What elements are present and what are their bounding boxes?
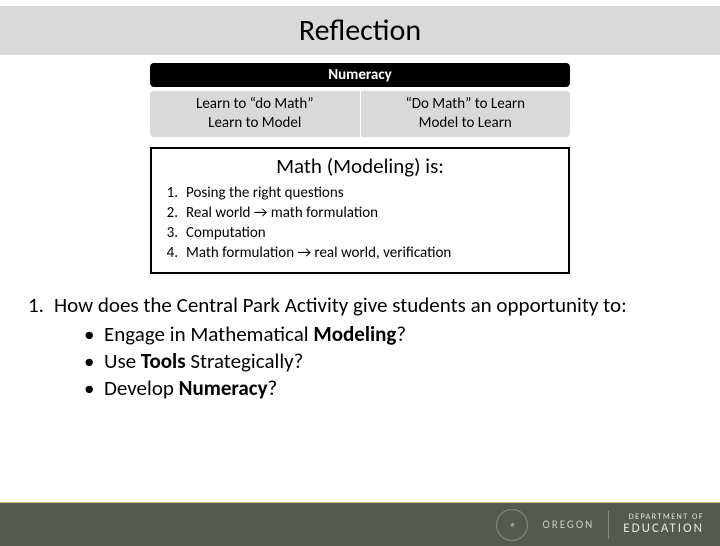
footer-state: OREGON (542, 518, 594, 531)
bullet-item: •Use Tools Strategically? (84, 348, 692, 375)
seal-icon: ★ (496, 509, 528, 541)
footer: ★ OREGON DEPARTMENT OF EDUCATION (0, 502, 720, 546)
question-block: 1. How does the Central Park Activity gi… (28, 292, 692, 403)
bullet-text: Engage in Mathematical Modeling? (104, 321, 406, 348)
bullet-item: •Develop Numeracy? (84, 375, 692, 402)
list-item: 1.Posing the right questions (162, 183, 558, 203)
left-line2: Learn to Model (156, 114, 354, 133)
footer-dept: DEPARTMENT OF EDUCATION (623, 513, 704, 536)
list-item: 3.Computation (162, 223, 558, 243)
modeling-heading: Math (Modeling) is: (162, 153, 558, 179)
bullet-text: Use Tools Strategically? (104, 348, 303, 375)
page-title: Reflection (0, 12, 720, 49)
list-item: 2.Real world → math formulation (162, 203, 558, 223)
modeling-list: 1.Posing the right questions 2.Real worl… (162, 183, 558, 264)
question-stem: How does the Central Park Activity give … (54, 292, 692, 319)
right-line1: “Do Math” to Learn (367, 95, 565, 114)
question-bullets: •Engage in Mathematical Modeling? •Use T… (84, 321, 692, 403)
bullet-item: •Engage in Mathematical Modeling? (84, 321, 692, 348)
numeracy-header: Numeracy (150, 63, 570, 87)
list-item: 4.Math formulation → real world, verific… (162, 243, 558, 263)
title-bar: Reflection (0, 6, 720, 55)
left-column: Learn to “do Math” Learn to Model (150, 91, 361, 137)
two-column-compare: Learn to “do Math” Learn to Model “Do Ma… (150, 91, 570, 137)
divider (608, 511, 609, 539)
right-line2: Model to Learn (367, 114, 565, 133)
modeling-box: Math (Modeling) is: 1.Posing the right q… (150, 147, 570, 274)
question-number: 1. (28, 292, 54, 319)
bullet-text: Develop Numeracy? (104, 375, 277, 402)
left-line1: Learn to “do Math” (156, 95, 354, 114)
right-column: “Do Math” to Learn Model to Learn (361, 91, 571, 137)
dept-line2: EDUCATION (623, 522, 704, 536)
